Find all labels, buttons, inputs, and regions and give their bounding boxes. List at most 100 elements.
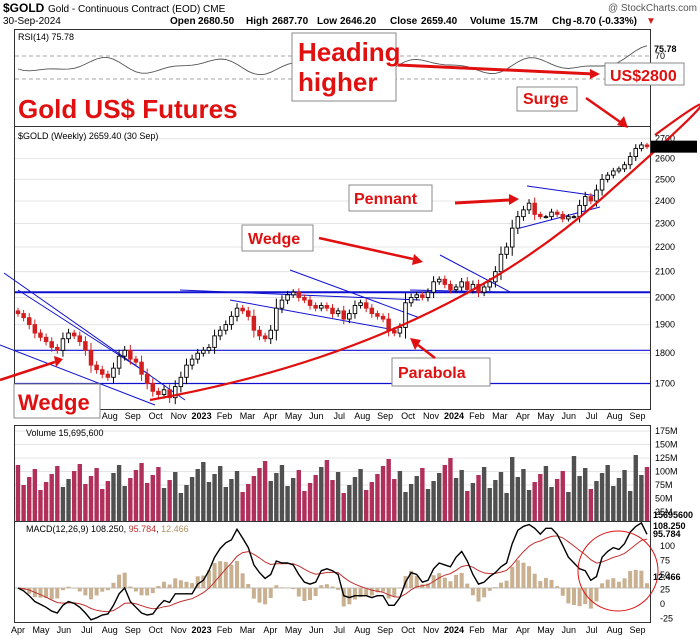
macd-hist-bar bbox=[150, 588, 155, 594]
bottom-x-tick-label: Nov bbox=[423, 625, 440, 635]
macd-hist-bar bbox=[414, 575, 419, 588]
rsi-label: RSI(14) 75.78 bbox=[18, 32, 74, 42]
trendline bbox=[439, 254, 511, 293]
panel-frames bbox=[14, 29, 651, 623]
volume-bar bbox=[201, 462, 206, 521]
macd-hist-bar bbox=[94, 588, 99, 596]
macd-hist-bar bbox=[21, 588, 26, 591]
volume-bar bbox=[386, 459, 391, 521]
macd-hist-bar bbox=[279, 587, 284, 588]
candle-body bbox=[605, 174, 610, 180]
volume-bar bbox=[262, 461, 268, 521]
chart-header: $GOLD Gold - Continuous Contract (EOD) C… bbox=[3, 1, 697, 27]
watermark: @ StockCharts.com bbox=[608, 3, 697, 14]
candle-body bbox=[386, 318, 391, 331]
heading-arrow bbox=[397, 63, 595, 76]
volume-bar bbox=[532, 482, 537, 521]
price-x-tick-label: Aug bbox=[607, 411, 623, 421]
price-frame bbox=[14, 126, 651, 410]
macd-hist-bar bbox=[336, 588, 341, 590]
pennant-label: Pennant bbox=[354, 191, 418, 208]
macd-hist-bar bbox=[555, 586, 560, 588]
candle-body bbox=[49, 341, 54, 348]
volume-bar bbox=[83, 484, 88, 521]
candle-body bbox=[538, 213, 543, 218]
candle-body bbox=[431, 281, 436, 293]
surge-box bbox=[516, 86, 578, 112]
macd-hist-bar bbox=[639, 570, 644, 588]
macd-hist-bar bbox=[392, 588, 397, 597]
volume-panel: Volume 15,695,600 175M 150M 125M 100M 75M 50M… bbox=[15, 426, 693, 521]
volume-bar bbox=[122, 486, 127, 521]
volume-bar bbox=[487, 488, 492, 521]
macd-hist-bar bbox=[549, 579, 554, 588]
candle-body bbox=[481, 286, 487, 293]
macd-highlight-circle bbox=[577, 530, 659, 612]
volume-bar bbox=[313, 475, 318, 521]
candle-body bbox=[448, 283, 453, 291]
candle-body bbox=[43, 336, 49, 343]
volume-tick-label: 75M bbox=[655, 480, 673, 490]
volume-bar bbox=[408, 484, 414, 521]
volume-bar bbox=[515, 477, 521, 521]
macd-hist-bar bbox=[504, 580, 509, 588]
chg-label: Chg bbox=[552, 16, 571, 27]
price-x-tick-label: May bbox=[537, 411, 555, 421]
volume-bar bbox=[453, 478, 459, 521]
low-value: 2646.20 bbox=[340, 16, 377, 27]
volume-tick-label: 125M bbox=[655, 453, 678, 463]
macd-lines bbox=[17, 521, 648, 621]
bottom-x-tick-label: Apr bbox=[263, 625, 277, 635]
surge-label: Surge bbox=[523, 91, 568, 108]
bottom-x-tick-label: Jul bbox=[333, 625, 345, 635]
candle-body bbox=[302, 297, 307, 301]
macd-hist-bar bbox=[538, 581, 543, 588]
trendline bbox=[0, 344, 156, 406]
wedge-mid-arrowhead bbox=[412, 254, 423, 265]
volume-bar bbox=[128, 478, 133, 521]
candle-body bbox=[144, 373, 150, 384]
annotations: Gold US$ Futures Heading higher US$2800 … bbox=[0, 32, 685, 419]
candle-body bbox=[172, 386, 178, 399]
volume-bar bbox=[521, 469, 526, 521]
target-price: US$2800 bbox=[610, 68, 677, 85]
volume-bar bbox=[375, 474, 380, 521]
bottom-x-tick-label: Oct bbox=[401, 625, 416, 635]
macd-hist-bar bbox=[358, 588, 363, 598]
volume-bar bbox=[392, 479, 397, 521]
volume-bar bbox=[335, 472, 341, 521]
volume-bar bbox=[184, 485, 189, 521]
macd-hist-bar bbox=[257, 588, 262, 603]
macd-hist-bar bbox=[622, 578, 627, 588]
macd-hist-bar bbox=[600, 583, 605, 588]
volume-bar bbox=[481, 467, 487, 521]
macd-value-tag: 95.784 bbox=[653, 529, 681, 539]
candle-body bbox=[167, 389, 172, 399]
macd-hist-bar bbox=[515, 560, 520, 588]
candle-body bbox=[83, 341, 88, 351]
macd-hist-bar bbox=[319, 585, 324, 588]
macd-hist-bar bbox=[145, 588, 150, 596]
candle-body bbox=[105, 373, 111, 378]
date: 30-Sep-2024 bbox=[3, 16, 61, 27]
candle-body bbox=[521, 209, 526, 218]
candle-body bbox=[549, 211, 554, 218]
price-x-tick-label: Jun bbox=[561, 411, 576, 421]
macd-hist-bar bbox=[498, 582, 503, 588]
candle-body bbox=[290, 291, 296, 296]
macd-hist-bar bbox=[476, 588, 481, 602]
bottom-x-tick-label: Jun bbox=[561, 625, 576, 635]
macd-hist-bar bbox=[510, 566, 515, 588]
macd-hist-bar bbox=[324, 584, 329, 588]
candle-body bbox=[498, 253, 504, 273]
candle-body bbox=[133, 358, 139, 363]
macd-signal-line bbox=[17, 535, 648, 613]
macd-hist-bar bbox=[83, 588, 88, 596]
volume-tick-label: 100M bbox=[655, 467, 678, 477]
wedge-mid-box bbox=[241, 224, 314, 252]
price-tick-label: 2100 bbox=[655, 267, 675, 277]
candle-body bbox=[246, 310, 251, 317]
macd-hist-bar bbox=[409, 570, 414, 588]
macd-hist-bar bbox=[454, 574, 459, 588]
volume-bar bbox=[302, 491, 307, 521]
